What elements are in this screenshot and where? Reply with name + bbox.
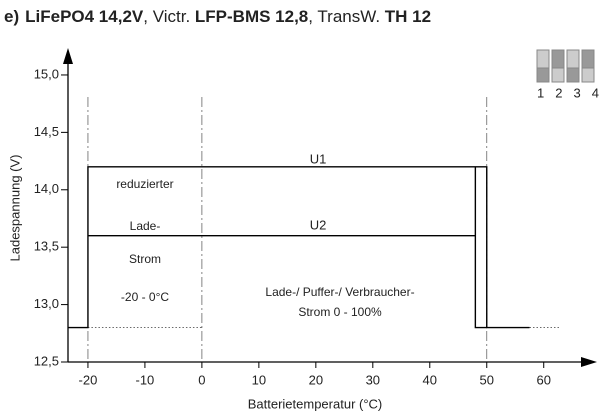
title-part: , Victr.	[143, 7, 195, 26]
annotation: Lade-/ Puffer-/ Verbraucher-	[265, 285, 414, 299]
series-label: U2	[310, 217, 327, 232]
annotation: -20 - 0°C	[121, 290, 169, 304]
annotation: Strom 0 - 100%	[298, 305, 382, 319]
title-part: TH 12	[385, 7, 431, 26]
x-tick-label: -20	[79, 372, 98, 387]
dip-switch	[536, 49, 595, 83]
y-tick-label: 14,5	[34, 124, 59, 139]
title-part: LiFePO4 14,2V	[25, 7, 144, 26]
x-tick-label: -10	[136, 372, 155, 387]
annotation: reduzierter	[116, 177, 173, 191]
x-tick-label: 0	[198, 372, 205, 387]
series-line	[87, 166, 487, 329]
x-tick-label: 10	[252, 372, 266, 387]
y-axis-arrow	[63, 48, 73, 64]
y-tick-label: 14,0	[34, 181, 59, 196]
x-tick-label: 30	[366, 372, 380, 387]
chart-title: e) LiFePO4 14,2V, Victr. LFP-BMS 12,8, Tr…	[4, 7, 431, 26]
annotation: Lade-	[130, 219, 161, 233]
y-axis-label: Ladespannung (V)	[7, 155, 22, 262]
annotation: Strom	[129, 252, 161, 266]
x-tick-label: 60	[536, 372, 550, 387]
title-part: e)	[4, 7, 19, 26]
x-tick-label: 20	[309, 372, 323, 387]
x-tick-label: 50	[480, 372, 494, 387]
title-part: , TransW.	[308, 7, 385, 26]
series-line	[68, 166, 530, 329]
series-label: U1	[310, 151, 327, 166]
y-tick-label: 13,5	[34, 239, 59, 254]
x-axis-label: Batterietemperatur (°C)	[248, 396, 383, 411]
y-tick-label: 12,5	[34, 353, 59, 368]
x-tick-label: 40	[423, 372, 437, 387]
dip-labels: 1 2 3 4	[537, 85, 599, 100]
title-part: LFP-BMS 12,8	[195, 7, 308, 26]
x-axis-arrow	[581, 357, 597, 367]
y-tick-label: 15,0	[34, 66, 59, 81]
y-tick-label: 13,0	[34, 296, 59, 311]
